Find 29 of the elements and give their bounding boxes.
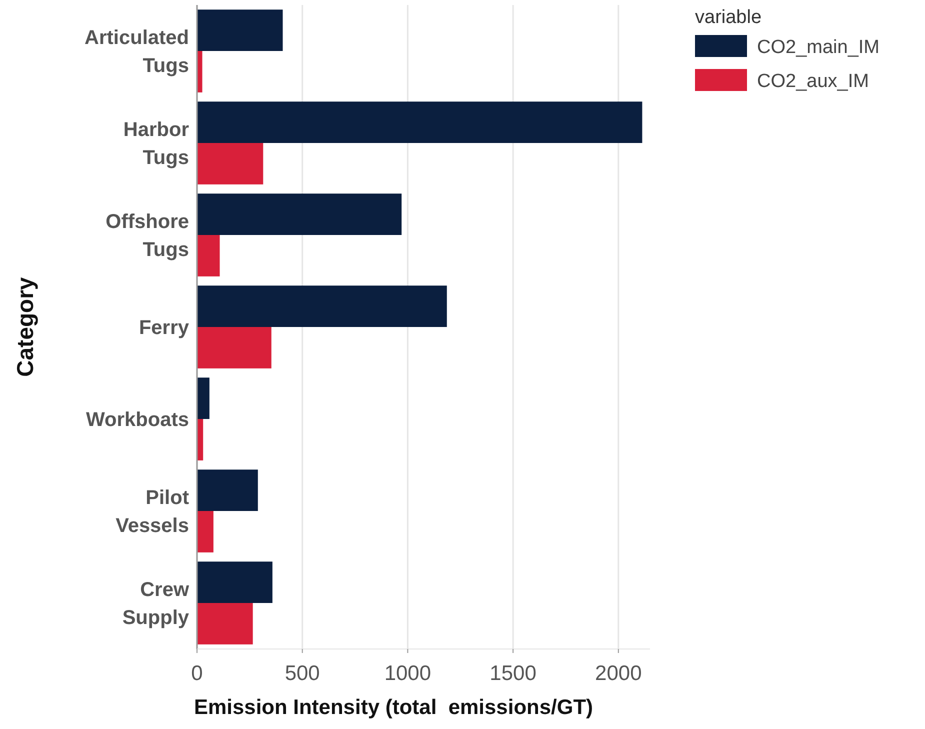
y-tick-label: Workboats [86,409,189,431]
x-tick-label: 0 [191,662,203,685]
y-axis-title: Category [12,276,38,377]
bar [197,102,642,143]
y-tick-label: Harbor Tugs [123,119,190,169]
bar [197,10,283,51]
bar [197,194,402,235]
bar [197,562,272,603]
x-tick-label: 2000 [595,662,642,685]
legend-label: CO2_aux_IM [757,71,869,92]
bar [197,286,447,327]
y-tick-label: Ferry [138,317,190,339]
legend-label: CO2_main_IM [757,37,880,58]
bar [197,470,258,511]
x-axis-title: Emission Intensity (total emissions/GT) [194,696,594,719]
bar [197,603,253,644]
x-tick-label: 1500 [490,662,536,685]
x-tick-label: 500 [284,662,320,685]
bar [197,327,272,368]
bar [197,143,264,184]
bar [197,511,214,552]
y-tick-label: Pilot Vessels [116,487,190,537]
bar [197,378,210,419]
legend-title: variable [695,7,762,28]
bar [197,235,220,276]
y-tick-label: Offshore Tugs [106,211,189,261]
y-tick-label: Crew Supply [122,579,190,629]
y-tick-label: Articulated Tugs [84,27,189,77]
x-tick-label: 1000 [384,662,432,685]
